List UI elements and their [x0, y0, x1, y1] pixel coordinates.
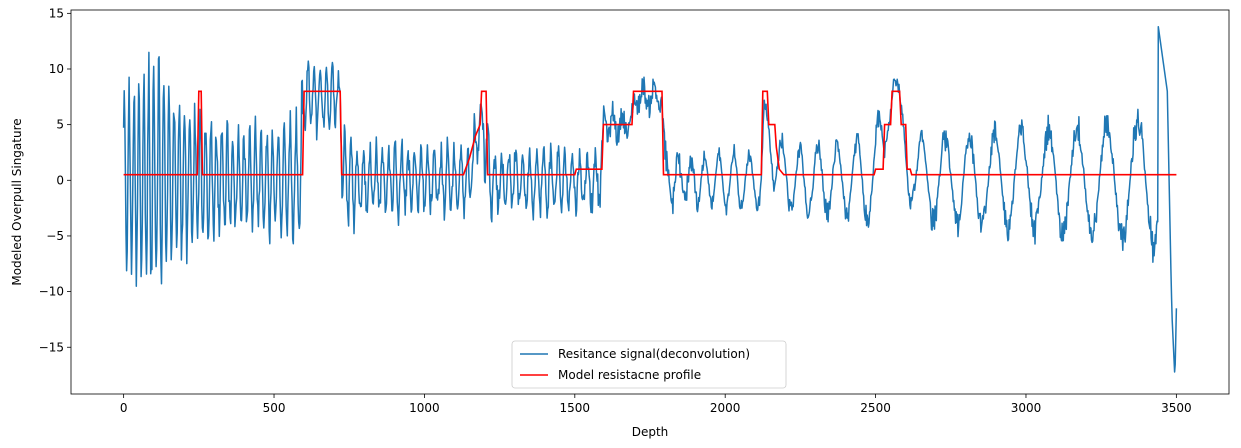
x-tick-label: 2500: [860, 401, 891, 415]
x-tick-label: 1500: [560, 401, 591, 415]
legend-label-resistance-signal: Resitance signal(deconvolution): [558, 347, 750, 361]
series-line-resistance-signal: [122, 25, 1178, 373]
y-tick-label: −15: [39, 340, 64, 354]
y-tick-label: 0: [56, 173, 64, 187]
x-axis-label: Depth: [632, 425, 669, 439]
y-tick-label: 5: [56, 118, 64, 132]
x-tick-label: 0: [120, 401, 128, 415]
x-tick-label: 3500: [1161, 401, 1192, 415]
y-tick-label: −5: [46, 229, 64, 243]
legend-box: [511, 340, 787, 389]
x-tick-label: 2000: [710, 401, 741, 415]
x-tick-label: 3000: [1011, 401, 1042, 415]
legend-label-model-profile: Model resistacne profile: [558, 368, 701, 382]
y-axis: −15 −10 −5 0 5 10 15: [39, 6, 71, 354]
plot-frame: [70, 9, 1230, 395]
x-axis: 0 500 1000 1500 2000 2500 3000 3500: [120, 394, 1192, 415]
y-tick-label: −10: [39, 285, 64, 299]
y-tick-label: 10: [49, 62, 64, 76]
x-tick-label: 1000: [409, 401, 440, 415]
legend: Resitance signal(deconvolution) Model re…: [511, 340, 787, 389]
plot-background: [71, 10, 1229, 394]
series-layer: [122, 25, 1178, 373]
x-tick-label: 500: [263, 401, 286, 415]
y-tick-label: 15: [49, 6, 64, 20]
series-line-model-profile: [123, 90, 1177, 176]
y-axis-label: Modeled Overpull Singature: [10, 118, 24, 285]
